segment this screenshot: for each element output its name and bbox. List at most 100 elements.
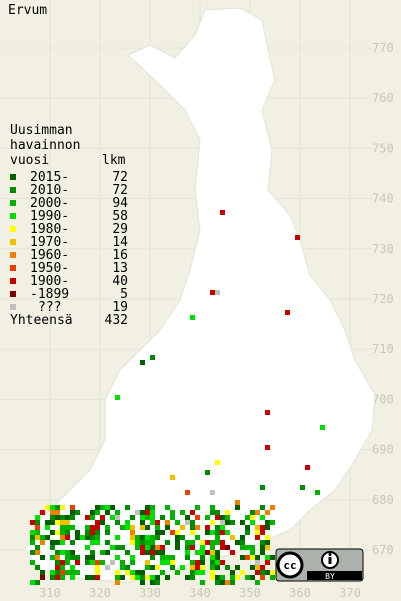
observation-square [70,510,75,515]
observation-square [170,555,175,560]
observation-square [45,525,50,530]
observation-square [265,525,270,530]
observation-square [210,490,215,495]
observation-square [85,515,90,520]
observation-square [190,530,195,535]
observation-square [90,530,95,535]
observation-square [165,555,170,560]
observation-square [55,565,60,570]
observation-square [50,520,55,525]
map-title: Ervum [8,3,47,18]
observation-square [205,525,210,530]
observation-square [140,540,145,545]
observation-square [130,560,135,565]
observation-square [40,540,45,545]
observation-square [185,540,190,545]
observation-square [200,550,205,555]
observation-square [145,575,150,580]
legend-swatch [10,174,16,180]
observation-square [175,545,180,550]
legend-count: 40 [112,274,128,289]
observation-square [235,500,240,505]
observation-square [160,550,165,555]
observation-square [90,560,95,565]
observation-square [210,290,215,295]
observation-square [155,565,160,570]
legend-swatch [10,265,16,271]
observation-square [75,570,80,575]
northing-label: 730 [372,242,394,256]
observation-square [85,535,90,540]
legend-heading: havainnon [10,138,80,153]
observation-square [250,565,255,570]
observation-square [215,460,220,465]
legend-count: 14 [112,235,128,250]
observation-square [170,530,175,535]
observation-square [190,575,195,580]
observation-square [190,510,195,515]
observation-square [105,505,110,510]
northing-label: 680 [372,493,394,507]
observation-square [255,530,260,535]
observation-square [90,550,95,555]
observation-square [210,505,215,510]
observation-square [255,560,260,565]
northing-label: 720 [372,292,394,306]
observation-square [170,475,175,480]
observation-square [140,510,145,515]
observation-square [225,580,230,585]
observation-square [300,485,305,490]
observation-square [270,575,275,580]
legend-label: ??? [38,300,61,315]
observation-square [60,530,65,535]
observation-square [125,565,130,570]
observation-square [255,565,260,570]
observation-square [55,540,60,545]
observation-square [105,530,110,535]
legend-label: 2000- [30,196,69,211]
observation-square [55,570,60,575]
observation-square [140,525,145,530]
observation-square [35,530,40,535]
observation-square [70,540,75,545]
observation-square [115,570,120,575]
observation-square [150,510,155,515]
observation-square [115,580,120,585]
observation-square [230,580,235,585]
observation-square [190,565,195,570]
observation-square [155,525,160,530]
total-count: 432 [105,313,128,328]
observation-square [245,530,250,535]
observation-square [220,545,225,550]
observation-square [220,210,225,215]
observation-square [230,575,235,580]
observation-square [60,535,65,540]
observation-square [55,575,60,580]
easting-label: 310 [39,586,61,600]
legend-label: 2010- [30,183,69,198]
observation-square [60,525,65,530]
observation-square [70,515,75,520]
observation-square [140,580,145,585]
observation-square [130,535,135,540]
observation-square [155,545,160,550]
legend-label: 1990- [30,209,69,224]
observation-square [250,550,255,555]
observation-square [125,550,130,555]
observation-square [270,555,275,560]
observation-square [60,540,65,545]
observation-square [260,545,265,550]
observation-square [65,560,70,565]
observation-square [55,515,60,520]
observation-square [160,515,165,520]
easting-label: 320 [89,586,111,600]
easting-label: 360 [289,586,311,600]
observation-square [205,470,210,475]
observation-square [220,575,225,580]
observation-square [145,505,150,510]
observation-square [100,515,105,520]
observation-square [185,550,190,555]
observation-square [40,535,45,540]
observation-square [195,560,200,565]
by-label: BY [325,572,335,581]
